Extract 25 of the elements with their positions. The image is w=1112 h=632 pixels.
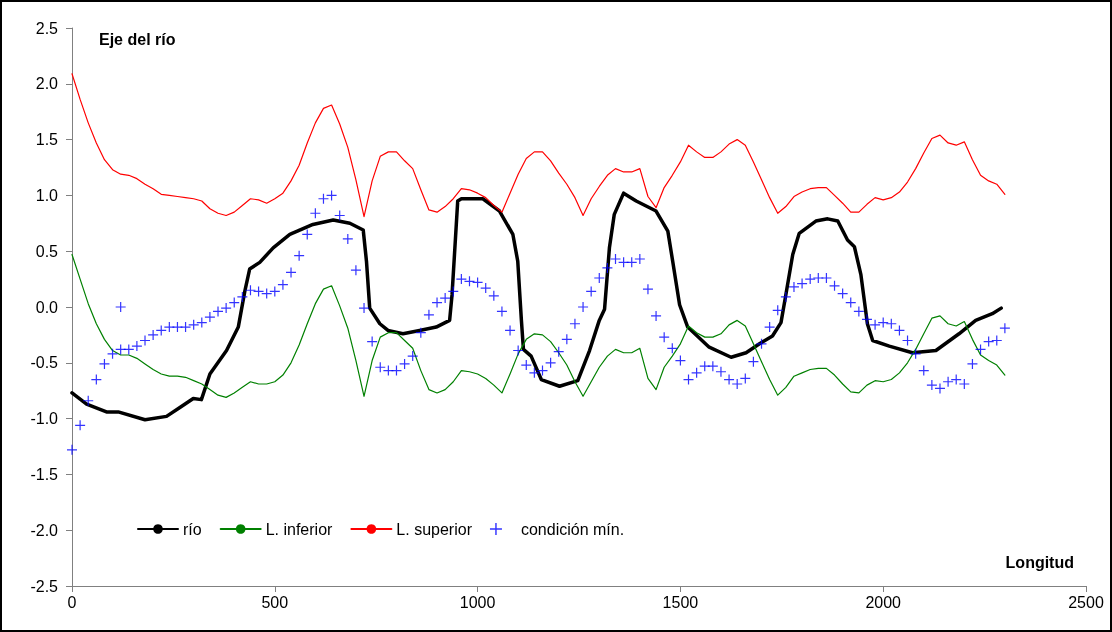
- y-tick-label: 0.5: [35, 242, 59, 260]
- y-tick-label: 2.5: [35, 19, 59, 37]
- line-series: [71, 73, 1006, 218]
- y-tick-label: -2.5: [30, 577, 59, 595]
- y-tick-label: 0.0: [35, 298, 59, 316]
- y-tick-label: -2.0: [30, 521, 59, 539]
- x-tick-label: 1500: [662, 593, 699, 611]
- legend-label: L. superior: [396, 520, 473, 538]
- x-tick-label: 0: [67, 593, 77, 611]
- y-tick-label: -0.5: [30, 354, 59, 372]
- y-tick-label: -1.0: [30, 410, 59, 428]
- legend-label: L. inferior: [265, 520, 334, 538]
- x-tick-label: 500: [261, 593, 289, 611]
- legend-label: condición mín.: [520, 520, 625, 538]
- line-series: [71, 253, 1006, 398]
- x-axis-title: Longitud: [1005, 553, 1075, 571]
- x-tick-label: 2000: [865, 593, 902, 611]
- chart-title: Eje del río: [99, 30, 176, 48]
- y-tick-label: 1.0: [35, 186, 59, 204]
- x-tick-label: 2500: [1068, 593, 1104, 611]
- y-tick-label: -1.5: [30, 465, 59, 483]
- legend-label: río: [183, 520, 202, 538]
- y-tick-label: 2.0: [35, 75, 59, 93]
- x-tick-label: 1000: [459, 593, 496, 611]
- y-tick-label: 1.5: [35, 131, 59, 149]
